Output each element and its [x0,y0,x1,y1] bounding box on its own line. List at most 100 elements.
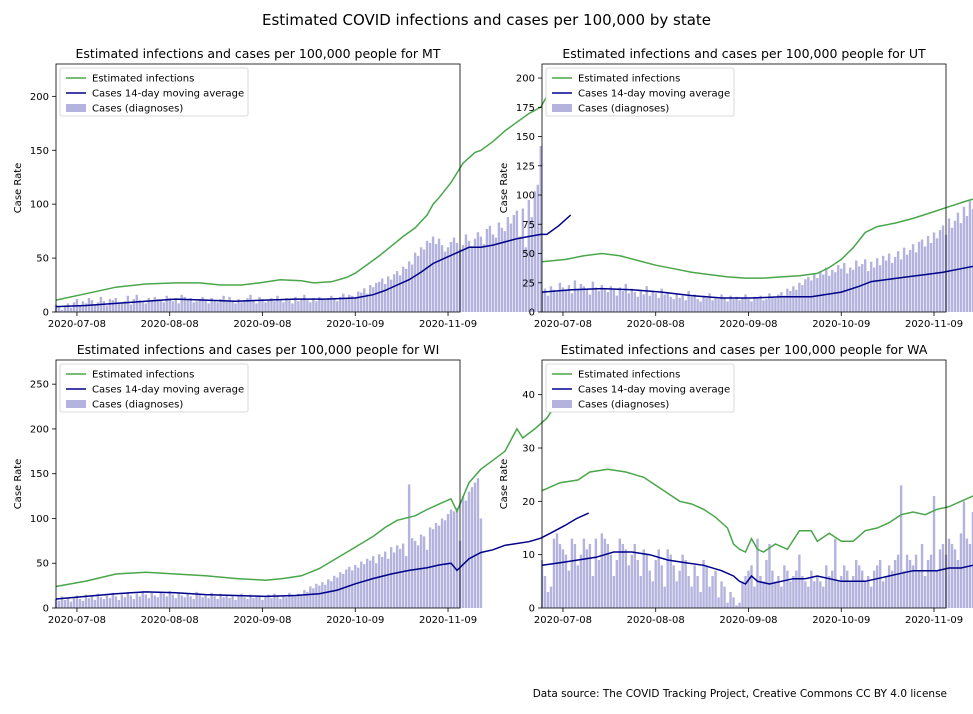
case-bar [360,292,363,312]
case-bar [162,593,165,608]
case-bar [846,273,849,312]
case-bar [132,599,135,608]
case-bar [600,533,604,608]
case-bar [228,296,231,312]
case-bar [312,297,315,312]
y-tick-label: 75 [522,220,535,231]
case-bar [93,599,97,608]
plot-frame [55,63,461,313]
case-bar [78,599,82,608]
case-bar [732,299,735,312]
case-bar [162,302,165,312]
case-bar [858,266,861,312]
legend-entry: Cases (diagnoses) [578,400,669,411]
case-bar [702,560,705,608]
case-bar [216,302,219,312]
case-bar [288,592,291,608]
case-bar [81,301,85,312]
case-bar [258,596,261,608]
case-bar [129,304,133,312]
case-bar [503,231,507,312]
case-bar [579,554,583,608]
case-bar [938,230,942,312]
case-bar [771,570,774,608]
case-bar [342,293,345,312]
case-bar [392,552,396,608]
case-bar [902,247,906,312]
case-bar [246,297,249,312]
case-bar [911,244,915,312]
y-tick-label: 40 [522,390,535,401]
y-tick-label: 125 [516,161,535,172]
case-bar [425,240,429,312]
case-bar [276,295,279,312]
case-bar [741,581,744,608]
y-axis-label: Case Rate [13,459,24,510]
case-bar [600,285,604,312]
case-bar [920,544,924,608]
case-bar [591,281,595,312]
case-bar [962,206,966,312]
case-bar [327,297,330,312]
case-bar [407,261,411,312]
case-bar [813,273,816,312]
case-bar [527,199,531,312]
case-bar [831,269,834,312]
legend: Estimated infections Cases 14-day moving … [59,67,249,117]
case-bar [165,295,168,312]
case-bar [777,576,780,608]
case-bar [336,301,339,312]
case-bar [774,297,777,312]
case-bar [333,575,336,608]
case-bar [366,558,369,608]
case-bar [795,289,798,312]
panel-title: Estimated infections and cases per 100,0… [561,342,928,357]
panel-title: Estimated infections and cases per 100,0… [76,46,441,61]
case-bar [840,268,843,312]
case-bar [452,511,456,608]
case-bar [636,560,639,608]
case-bar [738,602,741,608]
case-bar [576,288,580,312]
case-bar [401,543,405,608]
case-bar [183,597,186,608]
x-tick-label: 2020-07-08 [534,319,592,330]
case-bar [624,283,627,312]
case-bar [392,274,396,312]
case-bar [195,591,198,608]
case-bar [855,560,858,608]
case-bar [896,554,900,608]
case-bar [512,214,516,312]
case-bar [890,570,894,608]
case-bar [120,303,124,312]
case-bar [884,260,888,312]
case-bar [702,295,705,312]
y-tick-label: 0 [529,308,535,319]
case-bar [546,295,550,312]
case-bar [681,554,684,608]
case-bar [141,302,144,312]
case-bar [96,302,100,312]
case-bar [108,299,112,312]
case-bar [555,292,559,312]
y-axis-label: Case Rate [499,459,510,510]
case-bar [476,232,480,312]
case-bar [621,544,624,608]
case-bar [383,283,387,312]
case-bar [369,560,372,608]
case-bar [633,292,636,312]
case-bar [956,560,960,608]
case-bar [225,300,228,312]
case-bar [210,592,213,608]
case-bar [69,601,73,608]
cases-bars [54,478,483,608]
case-bar [875,258,879,312]
case-bar [84,303,88,312]
case-bar [741,297,744,312]
case-bar [431,236,435,312]
case-bar [135,593,138,608]
case-bar [843,565,846,608]
case-bar [615,295,619,312]
case-bar [303,590,306,608]
case-bar [360,561,363,608]
